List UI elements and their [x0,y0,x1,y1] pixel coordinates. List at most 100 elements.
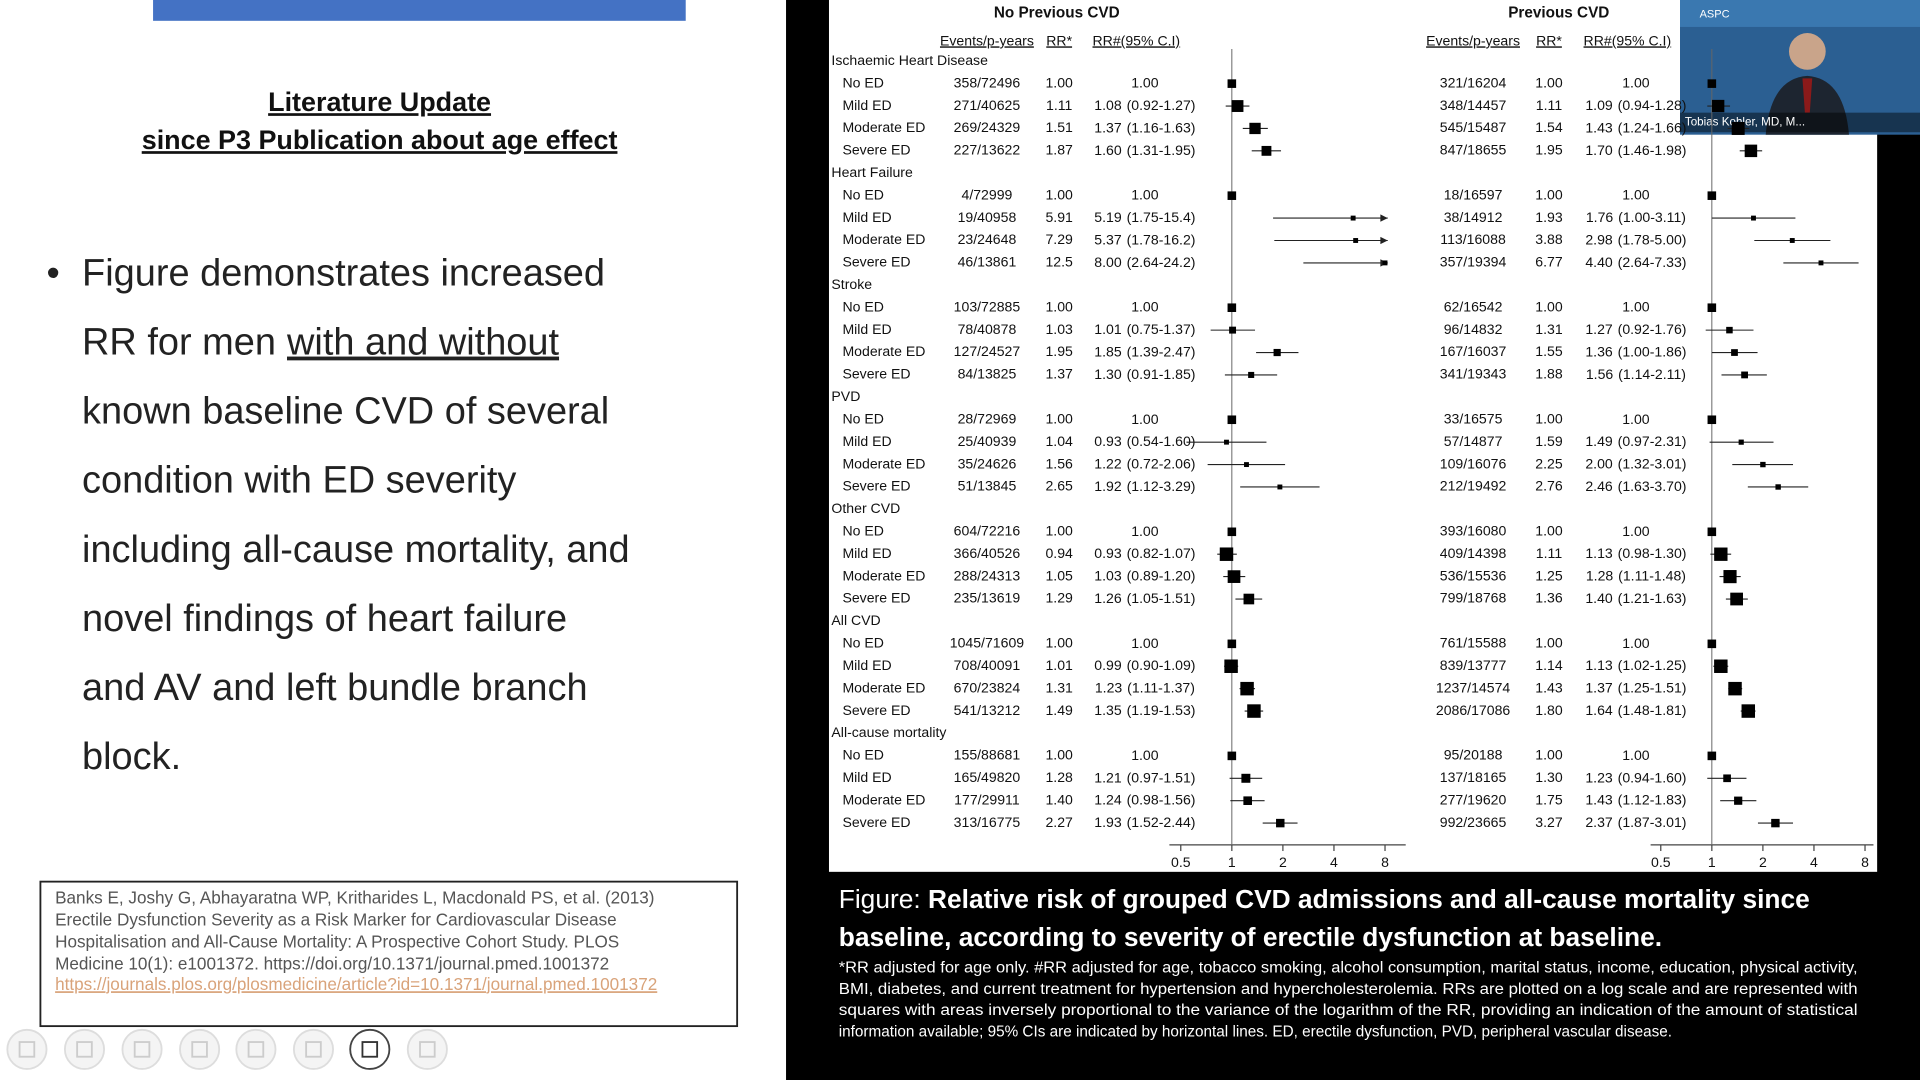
events: 271/40625 [954,97,1021,113]
rr-crude: 3.88 [1535,231,1563,247]
rr-crude: 1.93 [1535,209,1563,225]
rr-crude: 1.00 [1045,74,1073,90]
row-label: Moderate ED [842,679,925,695]
rr-crude: 1.31 [1045,679,1073,695]
toolbar-button[interactable] [179,1028,221,1070]
rr-adjusted: 1.28 (1.11-1.48) [1586,567,1686,583]
rr-square [1273,348,1281,357]
rr-crude: 1.87 [1045,142,1073,158]
caption-label: Figure: [839,884,921,914]
rr-crude: 1.56 [1045,455,1073,471]
rr-crude: 0.94 [1045,545,1073,561]
rr-ci: (2.64-7.33) [1618,254,1687,270]
rr-adjusted: 1.00 [1131,298,1159,314]
events: 167/16037 [1440,343,1507,359]
events: 313/16775 [954,814,1021,830]
rr-square [1707,79,1717,88]
rr-square [1227,191,1237,200]
toolbar-button[interactable] [121,1028,163,1070]
rr-value: 1.00 [1622,298,1650,314]
x-tick-label: 4 [1810,854,1818,870]
rr-square [1726,326,1733,334]
rr-adjusted: 0.99 (0.90-1.09) [1094,657,1195,673]
rr-adjusted: 1.00 [1622,635,1650,651]
toolbar-button[interactable] [292,1028,334,1070]
rr-ci: (0.94-1.60) [1618,769,1687,785]
toolbar-button[interactable] [63,1028,105,1070]
events: 2086/17086 [1436,702,1511,718]
rr-square [1382,260,1388,266]
ci-arrow [1380,214,1388,222]
rr-value: 2.98 [1585,231,1613,247]
row-label: Severe ED [842,366,910,382]
rr-square [1734,796,1743,805]
rr-ci: (1.52-2.44) [1127,814,1196,830]
rr-value: 1.49 [1585,433,1613,449]
x-tick-label: 8 [1861,854,1869,870]
rr-crude: 1.00 [1045,298,1073,314]
ci-arrow [1380,236,1388,245]
bullet-line: known baseline CVD of several [82,391,609,433]
events: 288/24313 [954,567,1021,583]
rr-adjusted: 1.30 (0.91-1.85) [1094,366,1195,382]
row-label: No ED [842,410,883,426]
rr-value: 1.00 [1131,635,1159,651]
citation-link[interactable]: https://journals.plos.org/plosmedicine/a… [55,974,657,994]
rr-value: 2.37 [1585,814,1613,830]
toolbar-button[interactable] [235,1028,277,1070]
rr-adjusted: 1.76 (1.00-3.11) [1586,209,1686,225]
events: 670/23824 [954,679,1021,695]
toolbar-button[interactable] [6,1028,48,1070]
group-label: Other CVD [831,500,900,516]
events: 1237/14574 [1436,679,1511,695]
events: 51/13845 [958,478,1017,494]
rr-ci: (1.12-1.83) [1618,791,1687,807]
rr-crude: 1.00 [1045,635,1073,651]
events: 366/40526 [954,545,1021,561]
citation-line: Banks E, Joshy G, Abhayaratna WP, Kritha… [55,887,654,907]
events: 321/16204 [1440,74,1507,90]
rr-square [1229,326,1237,334]
column-header: RR* [1536,32,1562,48]
rr-crude: 12.5 [1045,254,1073,270]
rr-value: 1.01 [1094,321,1122,337]
caption-bold: Relative risk of grouped CVD admissions … [928,884,1810,914]
rr-adjusted: 1.85 (1.39-2.47) [1094,343,1195,359]
rr-value: 1.70 [1585,142,1613,158]
events: 235/13619 [954,590,1021,606]
toolbar-button[interactable] [406,1028,448,1070]
rr-ci: (0.75-1.37) [1127,321,1196,337]
rr-square [1775,484,1781,490]
events: 19/40958 [958,209,1017,225]
toolbar-icon [247,1041,265,1058]
rr-adjusted: 1.00 [1131,74,1159,90]
rr-ci: (1.11-1.37) [1127,679,1195,695]
rr-square [1818,260,1824,266]
rr-crude: 1.88 [1535,366,1563,382]
row-label: Mild ED [842,657,891,673]
rr-adjusted: 1.00 [1622,186,1650,202]
rr-ci: (1.16-1.63) [1127,119,1196,135]
rr-adjusted: 1.27 (0.92-1.76) [1585,321,1686,337]
events: 103/72885 [954,298,1021,314]
rr-square [1751,215,1756,221]
citation-line: Medicine 10(1): e1001372. https://doi.or… [55,953,609,973]
events: 95/20188 [1444,747,1503,763]
rr-value: 1.56 [1586,366,1614,382]
rr-ci: (1.32-3.01) [1618,455,1687,471]
column-header: Events/p-years [1426,32,1520,48]
events: 155/88681 [954,747,1021,763]
rr-square [1707,191,1717,200]
rr-ci: (0.98-1.56) [1127,791,1196,807]
toolbar-button[interactable] [349,1028,391,1070]
events: 4/72999 [961,186,1012,202]
rr-crude: 1.29 [1045,590,1073,606]
rr-adjusted: 1.13 (0.98-1.30) [1585,545,1686,561]
rr-crude: 1.37 [1045,366,1073,382]
rr-value: 1.00 [1131,74,1159,90]
events: 38/14912 [1444,209,1503,225]
rr-adjusted: 0.93 (0.82-1.07) [1094,545,1195,561]
rr-adjusted: 2.00 (1.32-3.01) [1585,455,1686,471]
rr-value: 1.00 [1622,523,1650,539]
rr-crude: 1.01 [1045,657,1073,673]
